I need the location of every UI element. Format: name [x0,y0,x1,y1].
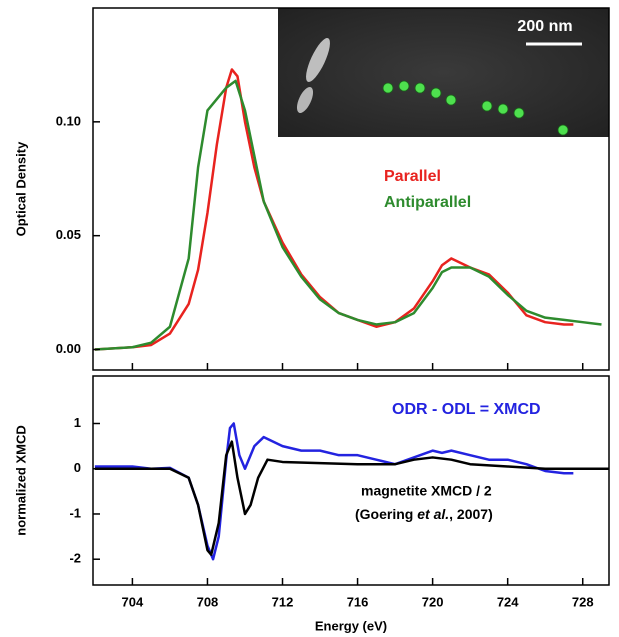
particle-markers [382,80,569,136]
y-tick-label: 0.00 [56,341,81,356]
plot-frame [92,375,610,586]
annotation: (Goering et al., 2007) [355,506,493,522]
inset-image: 200 nm [278,8,609,137]
y-tick-label: 0.10 [56,113,81,128]
y-axis-label: normalized XMCD [13,425,28,536]
x-axis-label: Energy (eV) [315,618,387,633]
particle [306,38,330,82]
plot-frame [92,7,610,371]
x-tick-label: 720 [422,594,444,609]
annotation-part: (Goering [355,506,417,522]
y-tick-label: -2 [69,551,81,566]
annotation-part: , 2007) [449,506,493,522]
x-tick-label: 716 [347,594,369,609]
x-tick-label: 724 [497,594,519,609]
data-line [94,68,574,351]
legend-label: magnetite XMCD / 2 [361,483,492,499]
data-line [94,422,574,561]
scale-bar-label: 200 nm [517,18,572,35]
legend-label: Antiparallel [384,194,471,211]
x-tick-label: 708 [197,594,219,609]
y-tick-label: -1 [69,505,81,520]
x-tick-label: 704 [122,594,144,609]
y-axis-label: Optical Density [13,141,28,236]
legend-label: ODR - ODL = XMCD [392,401,541,418]
annotation-part: et al. [417,506,449,522]
x-tick-label: 728 [572,594,594,609]
y-tick-label: 0.05 [56,227,81,242]
data-line [94,440,609,556]
y-tick-label: 1 [74,415,81,430]
y-tick-label: 0 [74,460,81,475]
x-tick-label: 712 [272,594,294,609]
legend-label: Parallel [384,168,441,185]
data-line [94,79,602,351]
particle [296,87,314,113]
inset-background [278,8,609,137]
